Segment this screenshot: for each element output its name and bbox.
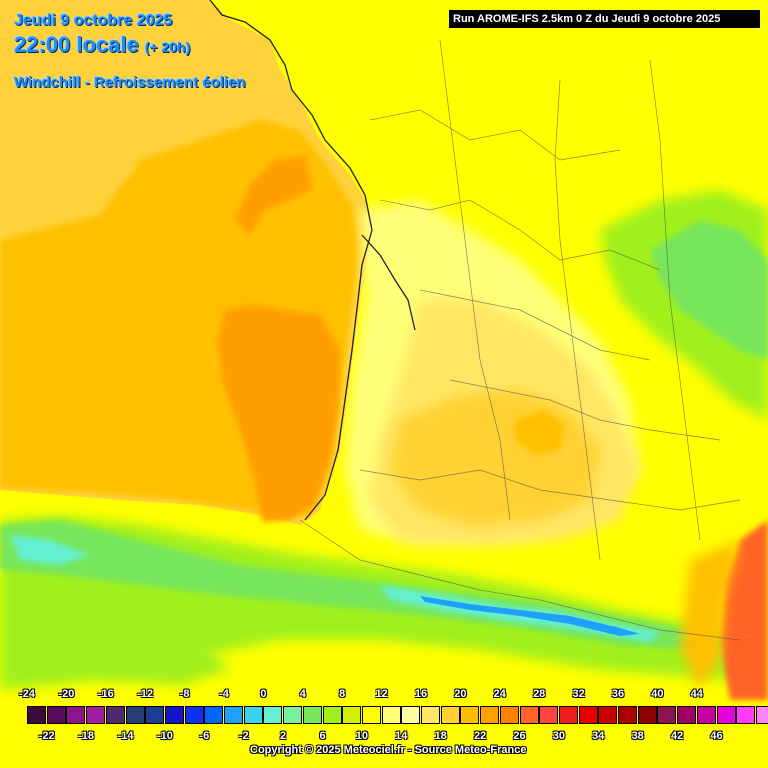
legend-swatch <box>539 706 559 724</box>
legend-tick-top: 20 <box>454 688 467 700</box>
legend-tick-bottom: 6 <box>319 730 326 742</box>
legend-tick-top: 12 <box>375 688 388 700</box>
forecast-time-text: 22:00 locale <box>14 32 139 57</box>
run-label: Run AROME-IFS 2.5km 0 Z du Jeudi 9 octob… <box>449 10 760 28</box>
legend-tick-top: 28 <box>533 688 546 700</box>
legend-swatch <box>125 706 145 724</box>
pyrenees-peaks <box>420 596 640 636</box>
inland-warm-spot <box>515 410 565 455</box>
legend-swatch <box>105 706 125 724</box>
legend-tick-bottom: -22 <box>38 730 55 742</box>
legend-swatch <box>342 706 362 724</box>
legend-swatch <box>696 706 716 724</box>
legend-tick-bottom: 14 <box>395 730 408 742</box>
legend-swatch <box>263 706 283 724</box>
legend-swatch <box>657 706 677 724</box>
legend-swatch <box>302 706 322 724</box>
legend-tick-bottom: 22 <box>473 730 487 742</box>
legend-tick-top: 0 <box>260 688 267 700</box>
legend-tick-top: 44 <box>690 688 703 700</box>
legend-swatch <box>401 706 421 724</box>
legend-swatch <box>145 706 165 724</box>
legend-tick-top: 4 <box>299 688 306 700</box>
legend-tick-top: -12 <box>137 688 154 700</box>
legend-tick-bottom: 42 <box>670 730 684 742</box>
legend-swatch <box>578 706 598 724</box>
legend-swatch <box>598 706 618 724</box>
legend-tick-top: -20 <box>58 688 75 700</box>
department-borders <box>299 39 741 641</box>
legend-tick-bottom: -14 <box>117 730 134 742</box>
legend-swatch <box>755 706 768 724</box>
legend-tick-bottom: 18 <box>434 730 447 742</box>
legend-swatch <box>716 706 736 724</box>
legend-tick-bottom: -2 <box>238 730 249 742</box>
legend-swatch <box>558 706 578 724</box>
legend-tick-top: 16 <box>414 688 428 700</box>
massif-central-core <box>650 220 768 360</box>
legend-swatch <box>243 706 263 724</box>
legend-swatch <box>204 706 224 724</box>
copyright-text: Copyright © 2025 Meteociel.fr - Source M… <box>250 744 527 756</box>
legend-tick-top: 36 <box>611 688 625 700</box>
legend-tick-bottom: -10 <box>156 730 173 742</box>
iberia-south-green <box>60 600 230 685</box>
legend-tick-top: -16 <box>97 688 114 700</box>
ocean-warm-patch-1 <box>235 155 312 235</box>
legend-swatch <box>460 706 480 724</box>
color-legend: -24 -20 -16 -12 -8 -4 0 4 8 12 16 20 24 28 32 36 40 44 -22… <box>0 684 768 768</box>
legend-tick-top: 8 <box>339 688 346 700</box>
legend-swatch <box>283 706 303 724</box>
legend-tick-bottom: 2 <box>280 730 287 742</box>
legend-tick-bottom: 26 <box>513 730 526 742</box>
legend-tick-bottom: 30 <box>552 730 566 742</box>
legend-swatch <box>224 706 243 724</box>
legend-swatch <box>480 706 500 724</box>
gironde-estuary <box>361 234 416 331</box>
cantabrian-blue <box>10 535 90 565</box>
legend-swatch <box>86 706 106 724</box>
legend-tick-bottom: 34 <box>592 730 605 742</box>
legend-swatch <box>66 706 86 724</box>
legend-swatch <box>361 706 381 724</box>
legend-swatch <box>381 706 401 724</box>
legend-tick-bottom: 10 <box>355 730 369 742</box>
legend-tick-top: -4 <box>219 688 229 700</box>
ocean-pale-blob <box>88 118 135 185</box>
atlantic-coastline <box>209 0 373 521</box>
legend-swatch <box>164 706 184 724</box>
med-orange-edge <box>680 540 740 690</box>
legend-swatch <box>736 706 756 724</box>
legend-swatch <box>421 706 440 724</box>
legend-swatch <box>519 706 539 724</box>
forecast-lead: (+ 20h) <box>144 39 191 55</box>
legend-swatch <box>618 706 637 724</box>
legend-swatch <box>46 706 66 724</box>
legend-swatch <box>322 706 342 724</box>
legend-swatch <box>27 706 46 724</box>
forecast-date: Jeudi 9 octobre 2025 <box>14 12 173 29</box>
legend-tick-bottom: 46 <box>710 730 723 742</box>
legend-swatch <box>184 706 204 724</box>
legend-swatch <box>440 706 460 724</box>
legend-swatch <box>637 706 657 724</box>
legend-tick-top: 24 <box>493 688 506 700</box>
parameter-title: Windchill - Refroissement éolien <box>14 74 246 91</box>
ocean-warm-patch-2 <box>218 305 340 522</box>
legend-swatch <box>499 706 519 724</box>
legend-tick-bottom: -18 <box>78 730 95 742</box>
forecast-time: 22:00 locale (+ 20h) <box>14 32 190 58</box>
legend-tick-top: 40 <box>651 688 664 700</box>
legend-tick-top: 32 <box>572 688 585 700</box>
legend-tick-bottom: -6 <box>199 730 210 742</box>
legend-tick-top: -8 <box>179 688 190 700</box>
legend-tick-top: -24 <box>19 688 35 700</box>
legend-tick-bottom: 38 <box>631 730 644 742</box>
legend-swatch <box>677 706 697 724</box>
